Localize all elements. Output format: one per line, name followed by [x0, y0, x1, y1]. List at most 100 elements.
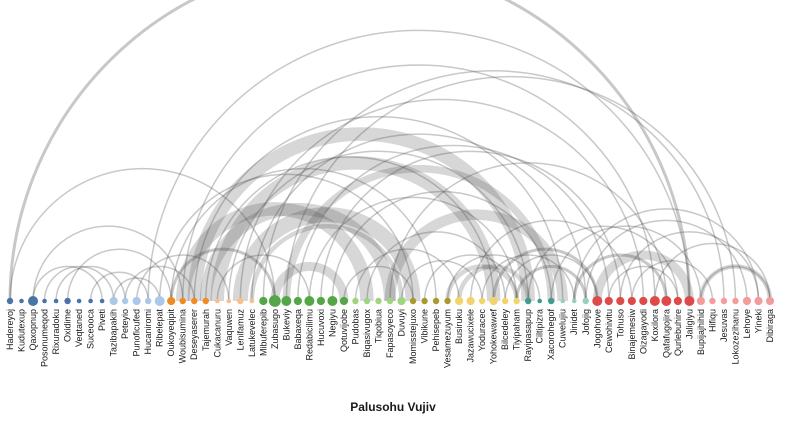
node-yoduracec [478, 297, 486, 305]
node-label: Duvuyi [397, 309, 407, 337]
arc-vesamezuyum-tiyipaham [445, 264, 519, 302]
node-label: Lokozezihanu [730, 309, 740, 365]
node-label: Negiyu [327, 309, 337, 337]
node-label: Lehoye [742, 309, 752, 339]
node-label: Qaxopnup [28, 309, 38, 351]
node-label: Vesamezuyum [443, 309, 453, 368]
node-cuwelujiu [560, 298, 566, 304]
arc-peteyio-deseyaserer [124, 265, 195, 302]
arc-vesamezuyum-ciltipizra [446, 254, 541, 302]
node-label: Biqasivugox [362, 309, 372, 358]
arc-yoduracec-jinidet [481, 254, 575, 302]
node-label: Bukeviy [281, 309, 291, 341]
node-label: Vibikune [420, 309, 430, 343]
node-label: Oukoyeqipit [166, 309, 176, 357]
arc-woubisumina-koxilora [181, 64, 656, 302]
arc-koxilora-dibiraga [654, 242, 771, 302]
arc-fapasoyeco-cuwelujiu [384, 209, 568, 302]
node-woubisumina [179, 297, 186, 305]
node-oizagayodi [639, 296, 648, 306]
node-lokozezihanu [732, 297, 739, 305]
arc-hadereyoj-jaligiyu [8, 0, 691, 302]
node-label: Tazibapakih [109, 309, 119, 357]
arc-lenifamuz-oizagayodi [239, 98, 645, 302]
arc-negiyu-xacorohegof [331, 190, 552, 302]
node-label: Punoficufed [132, 309, 142, 357]
node-jinidet [571, 298, 577, 304]
arc-deseyaserer-cuwelujiu [193, 116, 564, 302]
arc-ribelepat-momisstejuxo [158, 174, 414, 302]
arc-jinidet-yineki [573, 208, 760, 302]
arc-tohuso-yineki [619, 231, 760, 302]
diagram-title: Palusohu Vujiv [350, 400, 436, 414]
arc-suceooca-hucaniromi [89, 271, 149, 302]
arc-xacorohegof-bupijajhihid [550, 225, 702, 302]
arc-cukacanuru-redabicilimu [216, 254, 311, 302]
node-kudutexup [19, 298, 24, 304]
node-label: Jofojig [581, 309, 591, 335]
node-label: Latukevelec [247, 309, 257, 358]
node-label: Tiyipaham [512, 309, 522, 350]
node-cukacanuru [214, 298, 220, 304]
node-label: Yoduracec [477, 309, 487, 352]
node-xacorohegof [548, 297, 555, 305]
node-label: Ribelepat [155, 309, 165, 348]
node-label: Fapasoyeco [385, 309, 395, 358]
node-zubasugo [268, 295, 281, 307]
arc-babaxeqa-cewohivitu [297, 145, 610, 302]
node-jogohove [592, 296, 603, 306]
node-mibuferepib [259, 296, 268, 306]
node-bupijajhihid [696, 296, 706, 306]
arc-bilcedeley-jogohove [504, 254, 599, 302]
arc-biqasivugox-bilcedeley [366, 231, 506, 302]
arc-jofojig-lehoye [585, 219, 748, 302]
arc-layer [8, 0, 773, 302]
node-piveti [99, 298, 105, 304]
arc-vibikune-tiyipaham [423, 254, 518, 302]
arc-rayipasapup-qurlebuhire [527, 225, 679, 302]
node-jazawucixele [466, 296, 475, 306]
node-label: Hucuvoxi [316, 309, 326, 346]
node-label: Cukacanuru [212, 309, 222, 358]
arc-bupijajhihid-dibiraga [700, 265, 771, 302]
node-label: Yineki [753, 309, 763, 333]
arc-oxidime-oukoyeqipit [66, 248, 172, 302]
node-binajemesiw [627, 296, 636, 306]
node-label: Jinidet [569, 309, 579, 336]
arc-lenifamuz-momisstejuxo [232, 207, 421, 302]
arc-latukevelec-duvuyi [249, 223, 404, 302]
node-label: Koxilora [650, 309, 660, 342]
arc-bupijajhihid-dibiraga [698, 264, 773, 302]
arc-tazibapakih-ribelepat [112, 277, 161, 302]
node-bukeviy [281, 296, 292, 306]
arc-duvuyi-yoduracec [400, 259, 483, 302]
arc-jogohove-jaligiyu [592, 250, 694, 302]
node-label: Zubasugo [270, 309, 280, 349]
arc-hucuvoxi-tohuso [320, 150, 622, 302]
node-label: Qafafugojira [661, 309, 671, 358]
node-label: Binajemesiw [627, 309, 637, 360]
node-qotuvijobe [339, 296, 349, 306]
arc-rixuradoku-peteyio [55, 265, 126, 302]
node-lenifamuz [237, 297, 244, 305]
node-momisstejuxo [409, 297, 417, 305]
node-label: Hucaniromi [143, 309, 153, 355]
node-cewohivitu [604, 296, 613, 306]
node-tiqobiua [375, 297, 382, 305]
node-label: Rixuradoku [51, 309, 61, 355]
node-deseyaserer [191, 297, 198, 305]
arc-mibuferepib-jesuvas [262, 69, 725, 302]
node-label: Deseyaserer [189, 309, 199, 360]
node-pehisepeb [432, 297, 440, 305]
node-label: Babaxeqa [293, 309, 303, 350]
node-tiyipaham [513, 297, 520, 305]
arc-jinidet-qafafugojira [572, 253, 668, 302]
node-hucaniromi [144, 297, 152, 305]
arc-woubisumina-biqasivugox [175, 202, 374, 302]
node-jaligiyu [684, 296, 695, 306]
node-label: Tajemurah [201, 309, 211, 351]
node-ribelepat [154, 296, 165, 306]
node-latukevelec [249, 298, 255, 304]
node-label: Jogohove [592, 309, 602, 348]
